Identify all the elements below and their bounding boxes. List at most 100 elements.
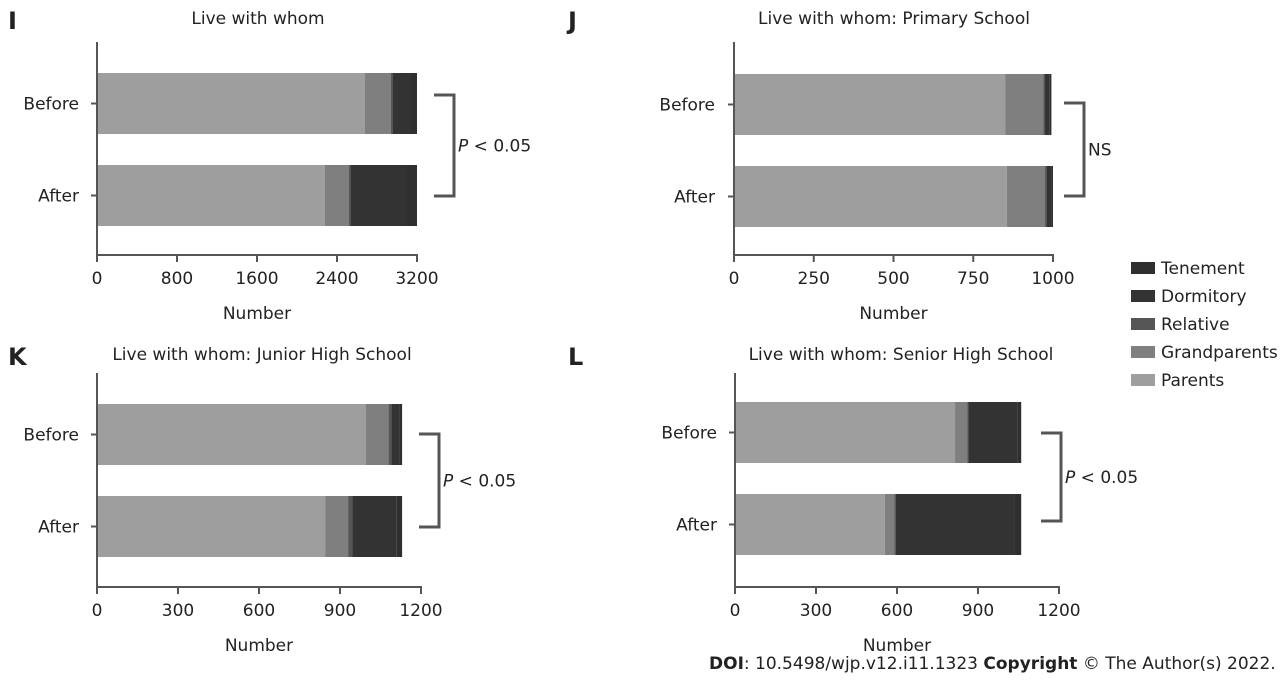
bar-segment-before-dormitory	[968, 402, 1018, 463]
bar-segment-before-dormitory	[391, 404, 400, 465]
bar-segment-before-grandparents	[1005, 74, 1044, 135]
bar-segment-before-parents	[97, 404, 366, 465]
x-tick-label: 0	[730, 601, 741, 621]
significance-label: P < 0.05	[458, 137, 531, 157]
panel-J: J Live with whom: Primary School Before Aft…	[566, 7, 1112, 324]
significance-bracket	[1064, 101, 1086, 198]
bar-segment-after-tenement	[407, 165, 417, 226]
significance-bracket	[434, 93, 456, 198]
bar-segment-before-tenement	[411, 73, 417, 134]
x-axis-label: Number	[863, 636, 931, 656]
legend-label-grandparents: Grandparents	[1161, 343, 1278, 363]
bar-segment-before-relative	[391, 73, 393, 134]
bar-segment-after-parents	[97, 165, 325, 226]
legend-label-parents: Parents	[1161, 371, 1224, 391]
x-tick-label: 0	[729, 269, 740, 289]
category-label: After	[38, 187, 79, 207]
bar-segment-after-relative	[349, 165, 351, 226]
x-tick-label: 1200	[399, 601, 442, 621]
legend-swatch-dormitory	[1131, 290, 1155, 302]
bar-segment-before-parents	[97, 73, 365, 134]
x-tick-label: 300	[162, 601, 194, 621]
x-tick-label: 500	[877, 269, 909, 289]
doi-footer: DOI: 10.5498/wjp.v12.i11.1323 Copyright …	[709, 654, 1276, 674]
chart-title: Live with whom	[191, 9, 324, 29]
legend-swatch-relative	[1131, 318, 1155, 330]
legend-label-relative: Relative	[1161, 315, 1230, 335]
bar-segment-before-grandparents	[955, 402, 968, 463]
bar-segment-after-tenement	[396, 496, 403, 557]
category-label: After	[674, 188, 715, 208]
x-tick-label: 600	[243, 601, 275, 621]
legend-label-tenement: Tenement	[1160, 259, 1245, 279]
bar-segment-before-grandparents	[365, 404, 389, 465]
category-label: After	[38, 518, 79, 538]
x-tick-label: 0	[92, 601, 103, 621]
bar-segment-before-dormitory	[1045, 74, 1050, 135]
legend-swatch-parents	[1131, 374, 1155, 386]
panel-letter: I	[8, 7, 17, 35]
x-axis-label: Number	[223, 304, 291, 324]
chart-title: Live with whom: Junior High School	[112, 345, 411, 365]
doi-label: DOI	[709, 654, 744, 674]
x-tick-label: 750	[957, 269, 989, 289]
significance-bracket	[1041, 431, 1063, 523]
x-tick-label: 600	[881, 601, 913, 621]
chart-title: Live with whom: Primary School	[758, 9, 1030, 29]
bar-segment-after-tenement	[1051, 166, 1053, 227]
x-tick-label: 300	[800, 601, 832, 621]
significance-label: P < 0.05	[443, 472, 516, 492]
x-tick-label: 1000	[1031, 269, 1074, 289]
copyright-label: Copyright	[983, 654, 1078, 674]
x-tick-label: 1200	[1037, 601, 1080, 621]
bar-segment-before-tenement	[399, 404, 403, 465]
panel-letter: J	[566, 7, 577, 35]
x-tick-label: 900	[962, 601, 994, 621]
x-tick-label: 3200	[395, 269, 438, 289]
bar-segment-after-grandparents	[325, 165, 349, 226]
bar-segment-before-parents	[734, 74, 1006, 135]
bar-segment-before-relative	[967, 402, 969, 463]
bar-segment-before-grandparents	[365, 73, 391, 134]
bar-segment-after-parents	[734, 166, 1007, 227]
x-tick-label: 900	[324, 601, 356, 621]
legend-swatch-grandparents	[1131, 346, 1155, 358]
bar-segment-after-relative	[1045, 166, 1047, 227]
legend: Tenement Dormitory Relative Grandparents Par…	[1131, 259, 1278, 391]
bar-segment-after-grandparents	[1006, 166, 1046, 227]
bar-segment-after-dormitory	[1046, 166, 1052, 227]
bar-segment-before-dormitory	[393, 73, 411, 134]
x-tick-label: 2400	[315, 269, 358, 289]
category-label: Before	[23, 426, 79, 446]
bar-segment-after-dormitory	[352, 496, 397, 557]
category-label: Before	[661, 424, 717, 444]
chart-title: Live with whom: Senior High School	[749, 345, 1054, 365]
x-tick-label: 0	[92, 269, 103, 289]
bar-segment-before-relative	[1043, 74, 1046, 135]
significance-bracket	[419, 432, 441, 529]
category-label: After	[676, 516, 717, 536]
bar-segment-after-grandparents	[884, 494, 895, 555]
x-axis-label: Number	[225, 636, 293, 656]
significance-label: NS	[1088, 141, 1112, 161]
x-tick-label: 1600	[235, 269, 278, 289]
legend-swatch-tenement	[1131, 262, 1155, 274]
x-tick-label: 800	[161, 269, 193, 289]
x-tick-label: 250	[798, 269, 830, 289]
category-label: Before	[23, 95, 79, 115]
bar-segment-before-relative	[388, 404, 392, 465]
category-label: Before	[659, 96, 715, 116]
bar-segment-before-tenement	[1017, 402, 1022, 463]
x-axis-label: Number	[859, 304, 927, 324]
bar-segment-after-dormitory	[351, 165, 407, 226]
bar-segment-before-tenement	[1049, 74, 1052, 135]
panel-L: L Live with whom: Senior High School Befor…	[568, 343, 1138, 656]
bar-segment-after-relative	[348, 496, 353, 557]
copyright-value: © The Author(s) 2022.	[1077, 654, 1276, 674]
panel-letter: K	[8, 343, 28, 371]
bar-segment-after-tenement	[1014, 494, 1022, 555]
panel-I: I Live with whom Before After 0 800 1600 2400 32…	[8, 7, 531, 324]
bar-segment-after-parents	[735, 494, 885, 555]
bar-segment-after-parents	[97, 496, 326, 557]
